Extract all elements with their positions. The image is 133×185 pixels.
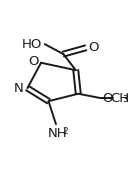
Text: 3: 3 [122,95,128,104]
Text: CH: CH [110,92,129,105]
Text: 2: 2 [62,127,68,136]
Text: O: O [102,92,112,105]
Text: O: O [88,41,99,54]
Text: NH: NH [47,127,67,140]
Text: N: N [14,82,24,95]
Text: HO: HO [22,38,42,51]
Text: O: O [28,55,39,68]
